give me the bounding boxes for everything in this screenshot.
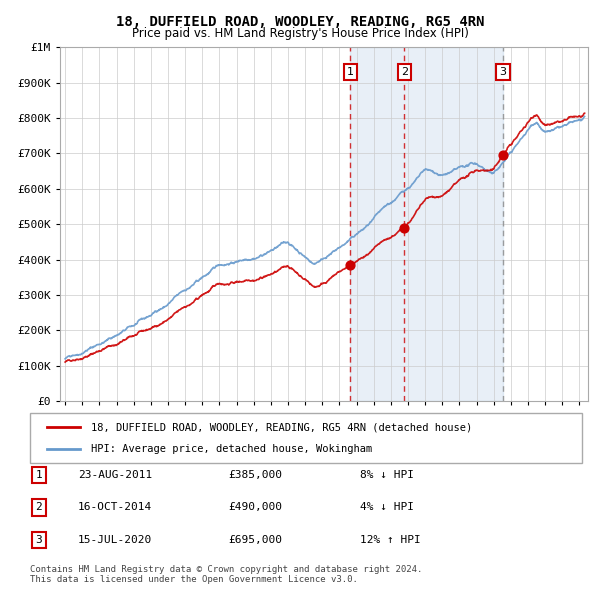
Text: HPI: Average price, detached house, Wokingham: HPI: Average price, detached house, Woki… [91, 444, 372, 454]
Text: £385,000: £385,000 [228, 470, 282, 480]
Text: 8% ↓ HPI: 8% ↓ HPI [360, 470, 414, 480]
Text: £490,000: £490,000 [228, 503, 282, 512]
Point [400, 223, 409, 232]
Text: 18, DUFFIELD ROAD, WOODLEY, READING, RG5 4RN: 18, DUFFIELD ROAD, WOODLEY, READING, RG5… [116, 15, 484, 29]
Text: Contains HM Land Registry data © Crown copyright and database right 2024.
This d: Contains HM Land Registry data © Crown c… [30, 565, 422, 584]
Bar [350, 47, 503, 401]
Text: 2: 2 [35, 503, 43, 512]
Point [346, 260, 355, 270]
Text: 2: 2 [401, 67, 408, 77]
Text: 15-JUL-2020: 15-JUL-2020 [78, 535, 152, 545]
FancyBboxPatch shape [30, 413, 582, 463]
Text: 16-OCT-2014: 16-OCT-2014 [78, 503, 152, 512]
Text: 18, DUFFIELD ROAD, WOODLEY, READING, RG5 4RN (detached house): 18, DUFFIELD ROAD, WOODLEY, READING, RG5… [91, 422, 472, 432]
Text: Price paid vs. HM Land Registry's House Price Index (HPI): Price paid vs. HM Land Registry's House … [131, 27, 469, 40]
Text: 3: 3 [35, 535, 43, 545]
Text: 1: 1 [347, 67, 354, 77]
Text: 4% ↓ HPI: 4% ↓ HPI [360, 503, 414, 512]
Text: 1: 1 [35, 470, 43, 480]
Text: £695,000: £695,000 [228, 535, 282, 545]
Text: 23-AUG-2011: 23-AUG-2011 [78, 470, 152, 480]
Text: 12% ↑ HPI: 12% ↑ HPI [360, 535, 421, 545]
Point [498, 150, 508, 160]
Text: 3: 3 [499, 67, 506, 77]
